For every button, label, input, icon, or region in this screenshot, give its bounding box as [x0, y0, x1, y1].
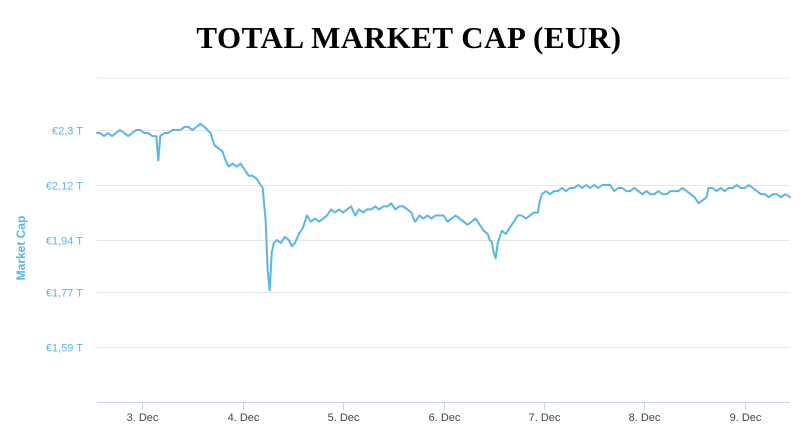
- y-tick-label: €2,3 T: [52, 126, 83, 138]
- x-tick-label: 6. Dec: [429, 412, 461, 424]
- x-tick-label: 8. Dec: [629, 412, 661, 424]
- y-tick-label: €1,59 T: [46, 343, 83, 355]
- series-line: [96, 122, 791, 292]
- y-tick-label: €2,12 T: [46, 181, 83, 193]
- y-axis-label: Market Cap: [14, 216, 28, 281]
- chart-title: TOTAL MARKET CAP (EUR): [196, 20, 622, 55]
- y-tick-label: €1,77 T: [46, 288, 83, 300]
- x-tick-label: 3. Dec: [127, 412, 159, 424]
- x-tick-label: 7. Dec: [529, 412, 561, 424]
- x-tick-label: 4. Dec: [228, 412, 260, 424]
- x-tick-label: 9. Dec: [730, 412, 762, 424]
- y-tick-label: €1,94 T: [46, 236, 83, 248]
- x-tick-label: 5. Dec: [328, 412, 360, 424]
